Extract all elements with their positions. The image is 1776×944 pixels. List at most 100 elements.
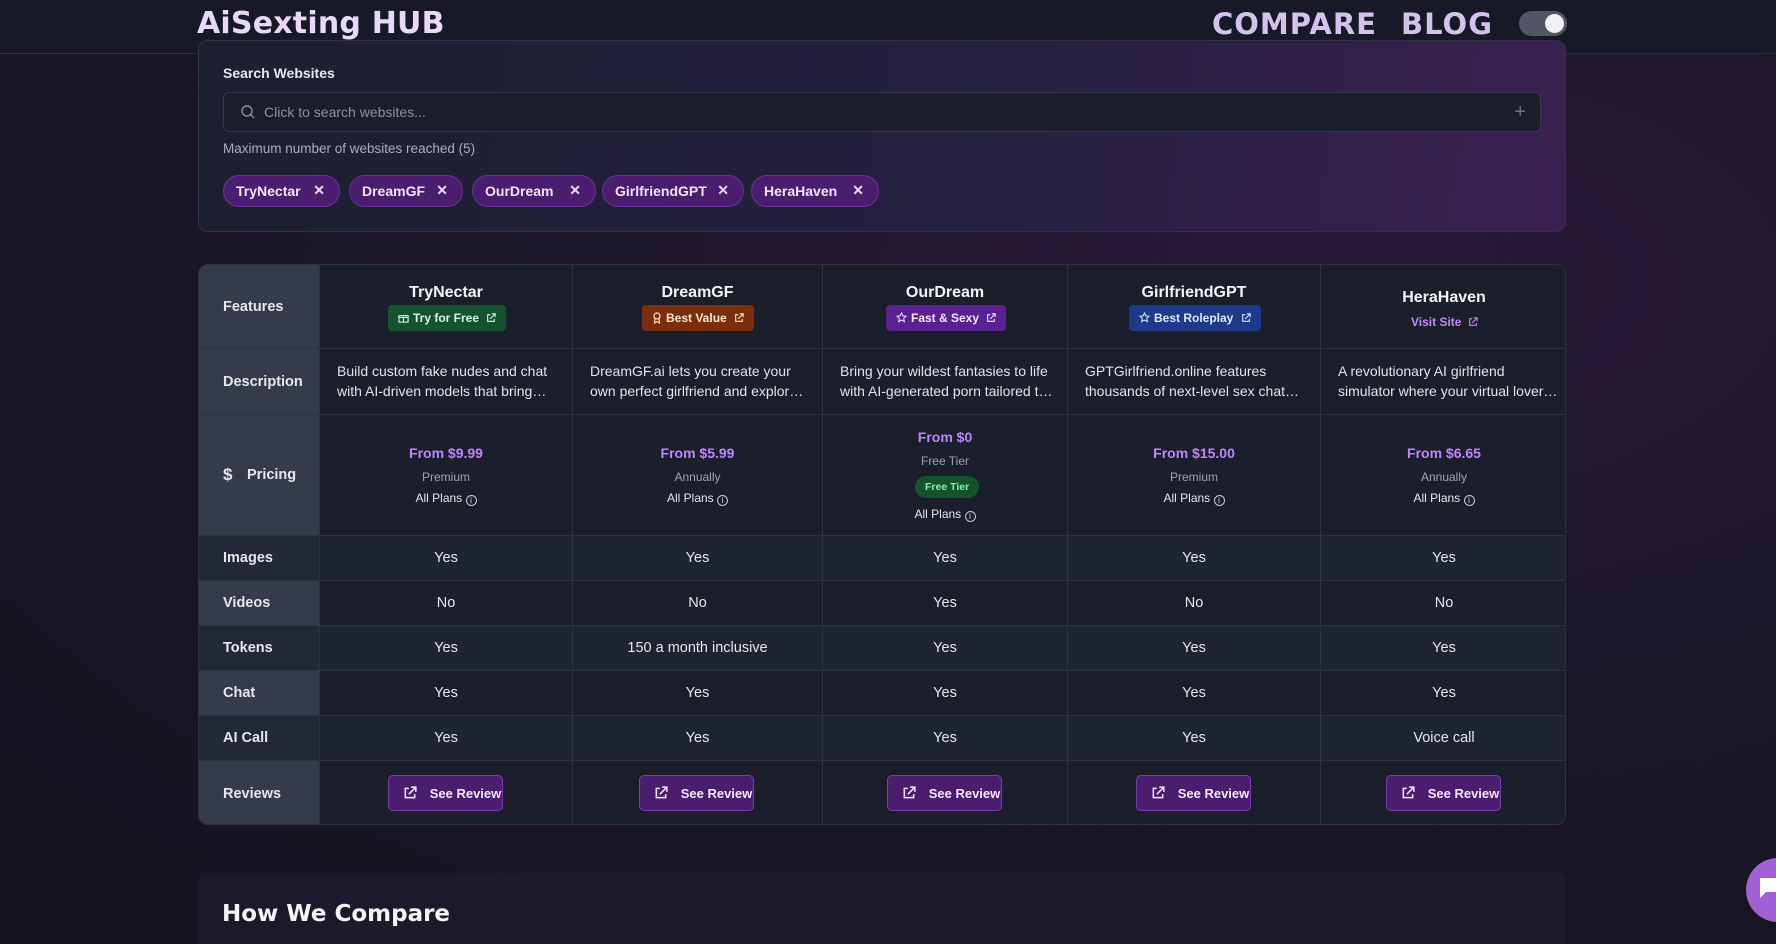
- chip-girlfriendgpt[interactable]: GirlfriendGPT ✕: [602, 175, 744, 207]
- badge-label: Best Value: [666, 311, 727, 325]
- cell-value: Yes: [1182, 550, 1206, 566]
- row-label-pricing: $ Pricing: [199, 415, 320, 535]
- see-review-button[interactable]: See Review: [1386, 775, 1501, 811]
- cell-value: Yes: [1182, 640, 1206, 656]
- plan-type: Premium: [1169, 470, 1218, 484]
- search-label: Search Websites: [223, 65, 335, 81]
- plan-type: Free Tier: [920, 454, 969, 468]
- plan-type: Annually: [674, 470, 721, 484]
- close-icon[interactable]: ✕: [313, 182, 325, 198]
- chat-icon: [1760, 878, 1776, 898]
- review-label: See Review: [680, 786, 753, 801]
- cell-value: Yes: [933, 730, 957, 746]
- info-icon[interactable]: i: [964, 511, 976, 522]
- table-cell: Yes: [823, 581, 1068, 625]
- badge-try-for-free[interactable]: Try for Free: [388, 305, 507, 331]
- chip-trynectar[interactable]: TryNectar ✕: [223, 175, 340, 207]
- badge-label: Fast & Sexy: [911, 311, 980, 325]
- pricing-cell: From $9.99 Premium All Plans i: [320, 415, 573, 535]
- table-cell: Yes: [1068, 716, 1321, 760]
- pricing-label-wrap: $ Pricing: [223, 465, 296, 485]
- pricing-cell: From $6.65 Annually All Plans i: [1321, 415, 1565, 535]
- info-icon[interactable]: i: [1463, 495, 1475, 506]
- see-review-button[interactable]: See Review: [887, 775, 1002, 811]
- cell-value: Yes: [1432, 640, 1456, 656]
- badge-fast-sexy[interactable]: Fast & Sexy: [886, 305, 1007, 331]
- all-plans-label: All Plans: [666, 491, 714, 505]
- table-cell: Yes: [1068, 626, 1321, 670]
- table-cell: Yes: [823, 626, 1068, 670]
- pricing-cell: From $5.99 Annually All Plans i: [573, 415, 823, 535]
- section-title: How We Compare: [222, 901, 451, 927]
- badge-best-roleplay[interactable]: Best Roleplay: [1129, 305, 1261, 331]
- cell-value: Yes: [685, 685, 710, 701]
- chip-herahaven[interactable]: HeraHaven ✕: [751, 175, 879, 207]
- close-icon[interactable]: ✕: [852, 182, 864, 198]
- info-icon[interactable]: i: [465, 495, 477, 506]
- cell-value: Yes: [685, 730, 710, 746]
- table-cell: Yes: [1068, 536, 1321, 580]
- external-link-icon: [903, 786, 916, 799]
- row-label-features: Features: [199, 265, 320, 348]
- brand-logo[interactable]: AiSexting HUB: [197, 6, 445, 41]
- close-icon[interactable]: ✕: [569, 182, 581, 198]
- search-panel: Search Websites Click to search websites…: [198, 40, 1566, 232]
- chat-bubble-button[interactable]: [1746, 858, 1776, 922]
- nav-compare-link[interactable]: COMPARE: [1212, 7, 1377, 41]
- close-icon[interactable]: ✕: [436, 182, 448, 198]
- close-icon[interactable]: ✕: [717, 182, 729, 198]
- info-icon[interactable]: i: [1213, 495, 1225, 506]
- star-icon: [895, 311, 908, 323]
- all-plans-link[interactable]: All Plans i: [320, 491, 572, 506]
- cell-value: Yes: [1182, 685, 1206, 701]
- theme-toggle[interactable]: [1519, 11, 1567, 36]
- row-label-images: Images: [199, 536, 320, 580]
- star-icon: [1138, 311, 1151, 323]
- site-description: Build custom fake nudes and chat with AI…: [337, 363, 548, 399]
- all-plans-link[interactable]: All Plans i: [1321, 491, 1565, 506]
- review-label: See Review: [429, 786, 502, 801]
- see-review-button[interactable]: See Review: [1136, 775, 1251, 811]
- gift-icon: [398, 315, 409, 323]
- free-tier-pill: Free Tier: [915, 476, 980, 498]
- column-header-dreamgf: DreamGF Best Value: [573, 265, 823, 348]
- toggle-knob: [1545, 14, 1564, 33]
- table-cell: Yes: [823, 671, 1068, 715]
- row-label-reviews: Reviews: [199, 761, 320, 824]
- table-cell: Yes: [1321, 626, 1565, 670]
- search-input[interactable]: Click to search websites... +: [223, 92, 1541, 132]
- table-cell: Yes: [320, 626, 573, 670]
- external-link-icon: [1152, 786, 1165, 799]
- price: From $0: [917, 429, 973, 445]
- cell-value: Yes: [933, 685, 957, 701]
- visit-site-link[interactable]: Visit Site: [1411, 315, 1478, 329]
- plan-type: Annually: [1420, 470, 1468, 484]
- description-cell: Bring your wildest fantasies to life wit…: [823, 349, 1068, 414]
- all-plans-link[interactable]: All Plans i: [1068, 491, 1320, 506]
- all-plans-link[interactable]: All Plans i: [823, 507, 1067, 522]
- table-row: Tokens Yes 150 a month inclusive Yes Yes…: [199, 626, 1565, 671]
- all-plans-label: All Plans: [914, 507, 962, 521]
- see-review-button[interactable]: See Review: [388, 775, 503, 811]
- table-cell: Yes: [823, 536, 1068, 580]
- see-review-button[interactable]: See Review: [639, 775, 754, 811]
- table-cell: No: [320, 581, 573, 625]
- site-description: A revolutionary AI girlfriend simulator …: [1338, 363, 1544, 399]
- badge-best-value[interactable]: Best Value: [642, 305, 755, 331]
- award-icon: [653, 312, 661, 325]
- cell-value: Yes: [933, 550, 957, 566]
- nav-blog-link[interactable]: BLOG: [1401, 7, 1494, 41]
- table-cell: See Review: [573, 761, 823, 824]
- badge-label: Best Roleplay: [1154, 311, 1234, 325]
- cell-value: Yes: [1432, 550, 1456, 566]
- cell-value: Yes: [1182, 730, 1206, 746]
- table-cell: Yes: [823, 716, 1068, 760]
- site-name: TryNectar: [409, 284, 483, 301]
- chip-ourdream[interactable]: OurDream ✕: [472, 175, 596, 207]
- cell-value: Yes: [933, 640, 957, 656]
- info-icon[interactable]: i: [717, 495, 729, 506]
- all-plans-link[interactable]: All Plans i: [573, 491, 822, 506]
- site-name: GirlfriendGPT: [1141, 284, 1247, 301]
- plus-icon[interactable]: +: [1514, 101, 1526, 123]
- chip-dreamgf[interactable]: DreamGF ✕: [349, 175, 463, 207]
